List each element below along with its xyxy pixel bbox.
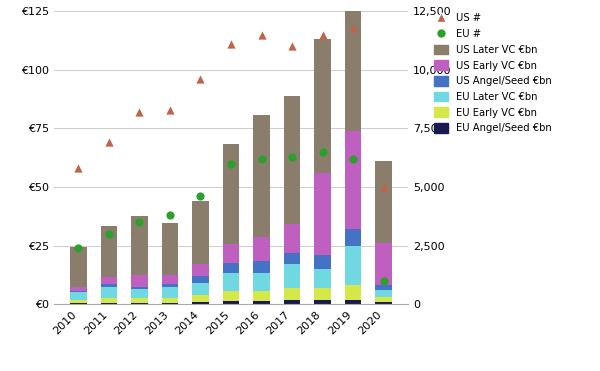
Point — [134, 219, 144, 225]
Point — [379, 184, 388, 190]
Point — [196, 193, 205, 199]
Bar — [161, 223, 178, 275]
Bar — [192, 201, 209, 265]
Bar — [192, 283, 209, 295]
Bar — [223, 244, 239, 263]
Bar — [284, 265, 301, 288]
Point — [379, 278, 388, 284]
Bar — [375, 290, 392, 297]
Bar — [344, 285, 361, 299]
Point — [226, 161, 236, 167]
Bar — [101, 298, 118, 303]
Bar — [344, 131, 361, 229]
Bar — [131, 287, 148, 289]
Bar — [253, 291, 270, 301]
Point — [74, 165, 83, 171]
Bar — [70, 287, 87, 291]
Point — [74, 245, 83, 251]
Point — [104, 139, 114, 145]
Bar — [223, 144, 239, 244]
Bar — [284, 299, 301, 304]
Bar — [253, 273, 270, 291]
Bar — [192, 265, 209, 276]
Bar — [101, 287, 118, 298]
Bar — [161, 275, 178, 284]
Bar — [284, 288, 301, 299]
Bar — [344, 299, 361, 304]
Bar — [284, 253, 301, 265]
Bar — [223, 273, 239, 291]
Bar — [101, 277, 118, 284]
Bar — [375, 297, 392, 302]
Point — [226, 41, 236, 47]
Point — [287, 154, 297, 160]
Bar — [253, 237, 270, 261]
Bar — [314, 269, 331, 288]
Point — [348, 156, 358, 162]
Bar — [314, 299, 331, 304]
Bar — [70, 303, 87, 304]
Point — [196, 76, 205, 82]
Point — [104, 231, 114, 237]
Bar — [192, 276, 209, 283]
Bar — [131, 289, 148, 298]
Point — [165, 106, 175, 112]
Bar — [314, 173, 331, 255]
Bar — [344, 0, 361, 131]
Point — [134, 109, 144, 115]
Bar — [375, 243, 392, 285]
Point — [287, 43, 297, 49]
Bar — [253, 261, 270, 273]
Point — [165, 212, 175, 218]
Bar — [131, 216, 148, 275]
Bar — [223, 301, 239, 304]
Bar — [192, 295, 209, 302]
Bar — [131, 275, 148, 287]
Bar — [70, 299, 87, 303]
Bar — [192, 302, 209, 304]
Bar — [314, 255, 331, 269]
Bar — [161, 287, 178, 298]
Bar — [253, 301, 270, 304]
Bar — [131, 298, 148, 303]
Bar — [284, 96, 301, 224]
Bar — [70, 292, 87, 299]
Bar — [70, 247, 87, 287]
Bar — [284, 224, 301, 253]
Bar — [375, 161, 392, 243]
Bar — [314, 288, 331, 299]
Bar — [375, 302, 392, 304]
Bar — [70, 291, 87, 292]
Bar — [101, 303, 118, 304]
Bar — [344, 246, 361, 285]
Bar — [223, 263, 239, 273]
Point — [318, 32, 328, 37]
Bar — [161, 298, 178, 303]
Point — [257, 156, 266, 162]
Bar — [375, 285, 392, 290]
Bar — [314, 39, 331, 173]
Bar — [161, 303, 178, 304]
Bar — [131, 303, 148, 304]
Bar — [101, 226, 118, 277]
Point — [348, 24, 358, 30]
Bar — [344, 229, 361, 246]
Point — [257, 32, 266, 37]
Legend: US #, EU #, US Later VC €bn, US Early VC €bn, US Angel/Seed €bn, EU Later VC €bn: US #, EU #, US Later VC €bn, US Early VC… — [431, 10, 554, 137]
Point — [318, 149, 328, 155]
Bar — [253, 115, 270, 237]
Bar — [101, 284, 118, 287]
Bar — [223, 291, 239, 301]
Bar — [161, 284, 178, 287]
